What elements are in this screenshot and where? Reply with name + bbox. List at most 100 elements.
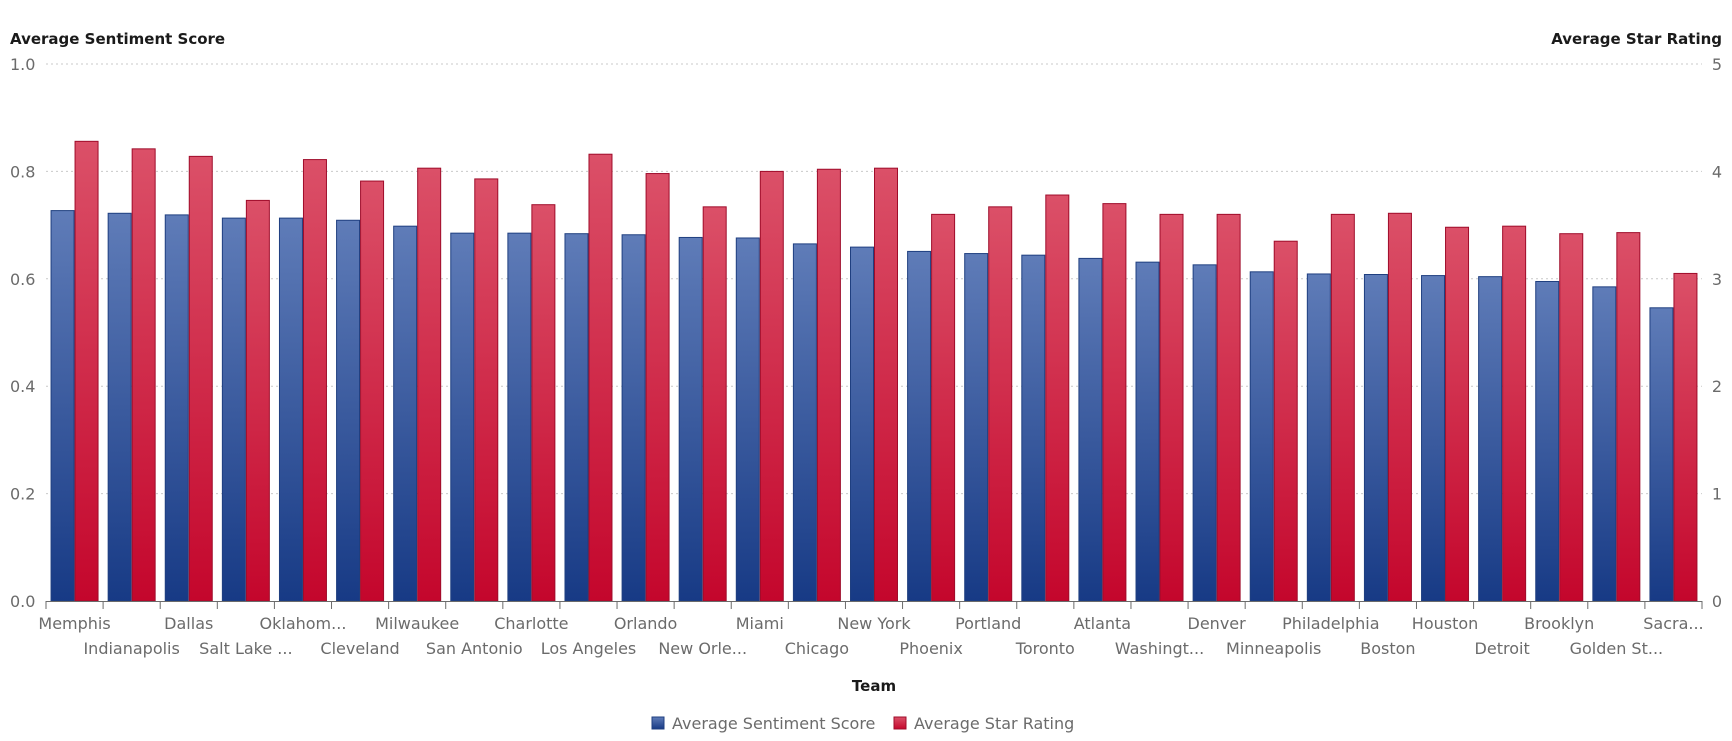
- left-tick-label: 0.6: [10, 270, 35, 289]
- legend-swatch-sentiment: [651, 716, 665, 730]
- x-category-label: Milwaukee: [375, 614, 459, 633]
- x-category-label: Indianapolis: [83, 639, 179, 658]
- bar-sentiment: [1192, 264, 1217, 602]
- bar-star-rating: [302, 159, 327, 602]
- x-category-label: Houston: [1412, 614, 1479, 633]
- left-axis-title: Average Sentiment Score: [10, 30, 225, 48]
- bar-star-rating: [759, 170, 784, 602]
- left-axis: 0.0 0.2 0.4 0.6 0.8 1.0: [10, 55, 35, 611]
- bar-star-rating: [1330, 213, 1355, 602]
- x-category-label: Orlando: [614, 614, 678, 633]
- bar-sentiment: [107, 212, 132, 602]
- x-axis-labels: Memphis Indianapolis Dallas Salt Lake ... Ok…: [38, 614, 1703, 658]
- bar-star-rating: [1502, 225, 1527, 602]
- bar-sentiment: [792, 243, 817, 602]
- x-category-label: Phoenix: [899, 639, 962, 658]
- bar-star-rating: [988, 206, 1013, 602]
- bar-sentiment: [621, 234, 646, 602]
- bar-star-rating: [131, 148, 156, 602]
- x-category-label: Denver: [1188, 614, 1247, 633]
- legend: Average Sentiment Score Average Star Rat…: [651, 714, 1074, 733]
- left-tick-label: 0.2: [10, 485, 35, 504]
- bar-sentiment: [393, 225, 418, 602]
- legend-label-sentiment: Average Sentiment Score: [672, 714, 875, 733]
- bar-sentiment: [678, 236, 703, 602]
- bar-star-rating: [474, 178, 499, 602]
- bar-star-rating: [417, 167, 442, 602]
- bar-star-rating: [931, 213, 956, 602]
- bar-star-rating: [1102, 203, 1127, 602]
- bar-sentiment: [1363, 274, 1388, 602]
- bar-star-rating: [1559, 233, 1584, 602]
- x-category-label: Sacra...: [1643, 614, 1703, 633]
- bar-star-rating: [1273, 240, 1298, 602]
- bar-star-rating: [1159, 213, 1184, 602]
- bar-star-rating: [816, 168, 841, 602]
- x-category-label: Toronto: [1015, 639, 1075, 658]
- bar-sentiment: [1306, 273, 1331, 602]
- right-tick-label: 2: [1712, 377, 1722, 396]
- bar-star-rating: [360, 180, 385, 602]
- bar-sentiment: [1649, 307, 1674, 602]
- x-category-label: Philadelphia: [1282, 614, 1379, 633]
- right-tick-label: 4: [1712, 162, 1722, 181]
- bars: [50, 140, 1698, 602]
- bar-star-rating: [188, 155, 213, 602]
- x-category-label: New York: [837, 614, 911, 633]
- x-category-label: Portland: [955, 614, 1021, 633]
- x-category-label: Detroit: [1475, 639, 1530, 658]
- bar-sentiment: [164, 214, 189, 602]
- x-category-label: Miami: [736, 614, 784, 633]
- bar-sentiment: [1535, 280, 1560, 602]
- right-tick-label: 3: [1712, 270, 1722, 289]
- bar-sentiment: [564, 233, 589, 602]
- x-category-label: Dallas: [164, 614, 213, 633]
- bar-star-rating: [245, 199, 270, 602]
- bar-star-rating: [1616, 232, 1641, 602]
- x-axis-ticks: [45, 601, 1703, 609]
- bar-star-rating: [874, 167, 898, 602]
- right-axis-title: Average Star Rating: [1551, 30, 1722, 48]
- bar-sentiment: [1078, 257, 1103, 602]
- bar-sentiment: [1592, 286, 1617, 602]
- x-category-label: Chicago: [785, 639, 849, 658]
- bar-sentiment: [1249, 271, 1274, 602]
- x-category-label: Minneapolis: [1226, 639, 1321, 658]
- bar-star-rating: [1673, 272, 1698, 602]
- x-category-label: Oklahom...: [260, 614, 347, 633]
- bar-star-rating: [1445, 226, 1470, 602]
- bar-sentiment: [50, 210, 75, 602]
- legend-label-star: Average Star Rating: [914, 714, 1074, 733]
- x-category-label: Salt Lake ...: [199, 639, 292, 658]
- bar-sentiment: [1478, 276, 1503, 602]
- legend-swatch-star: [893, 716, 907, 730]
- x-category-label: San Antonio: [426, 639, 523, 658]
- bar-star-rating: [645, 173, 670, 602]
- bar-sentiment: [850, 246, 874, 602]
- bar-star-rating: [1387, 212, 1412, 602]
- bar-star-rating: [74, 140, 99, 602]
- right-axis: 0 1 2 3 4 5: [1712, 55, 1722, 611]
- x-axis-title: Team: [852, 677, 896, 695]
- bar-sentiment: [735, 237, 760, 602]
- bar-sentiment: [336, 219, 361, 602]
- bar-sentiment: [221, 217, 246, 602]
- left-tick-label: 0.4: [10, 377, 35, 396]
- x-category-label: Los Angeles: [541, 639, 637, 658]
- x-category-label: Brooklyn: [1524, 614, 1594, 633]
- left-tick-label: 0.8: [10, 162, 35, 181]
- bar-sentiment: [450, 232, 475, 602]
- x-category-label: Memphis: [38, 614, 110, 633]
- bar-sentiment: [278, 217, 303, 602]
- bar-sentiment: [964, 253, 989, 602]
- x-category-label: Atlanta: [1074, 614, 1131, 633]
- bar-star-rating: [1045, 194, 1070, 602]
- left-tick-label: 1.0: [10, 55, 35, 74]
- x-category-label: New Orle...: [658, 639, 747, 658]
- bar-sentiment: [1021, 254, 1046, 602]
- bar-star-rating: [1216, 213, 1241, 602]
- bar-sentiment: [1135, 261, 1160, 602]
- right-tick-label: 5: [1712, 55, 1722, 74]
- x-category-label: Boston: [1360, 639, 1415, 658]
